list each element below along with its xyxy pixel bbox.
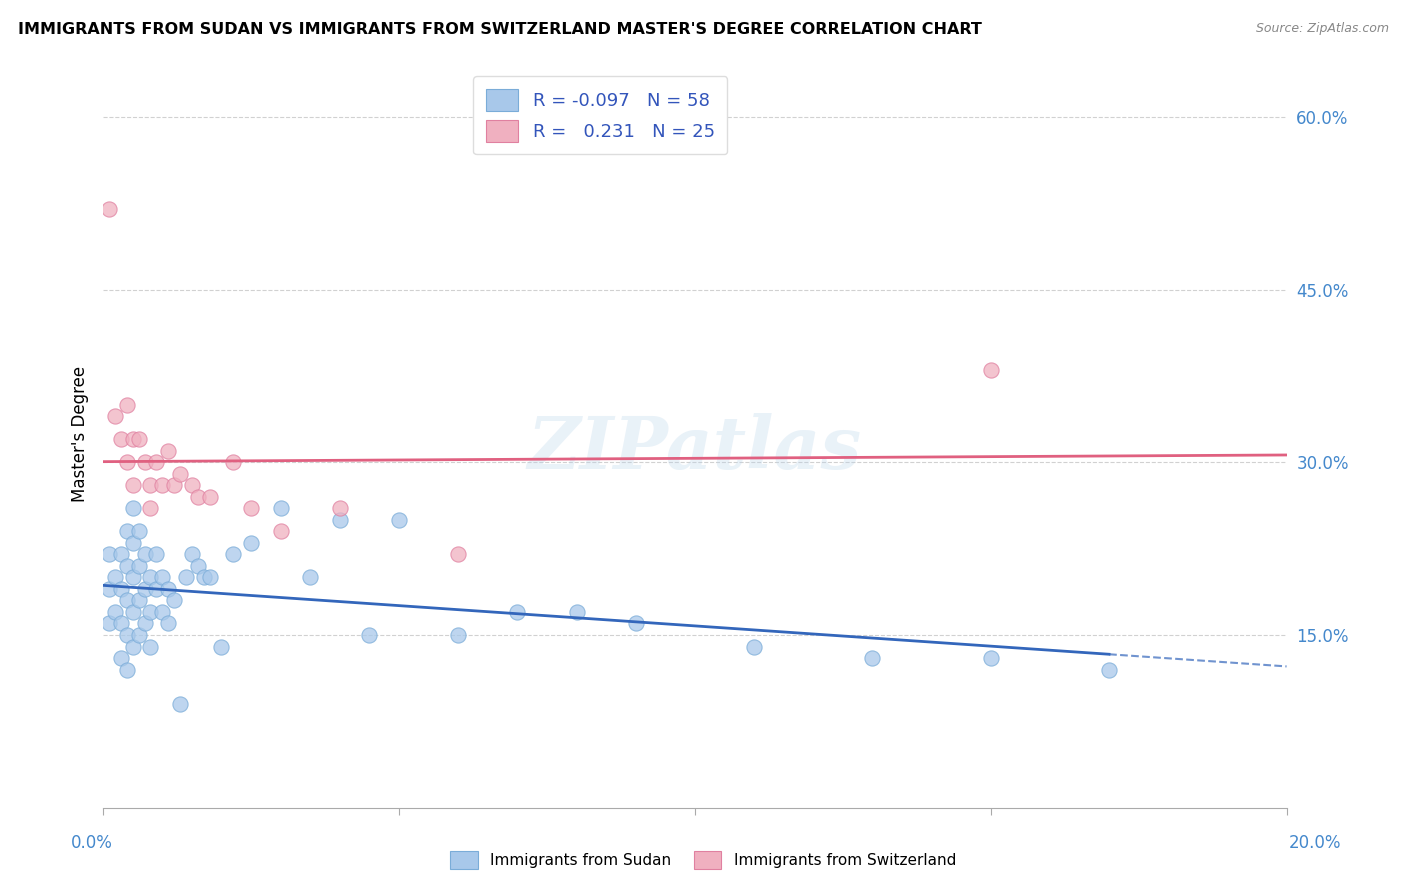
Point xyxy=(134,616,156,631)
Point xyxy=(121,478,143,492)
Point xyxy=(222,455,245,469)
Text: Source: ZipAtlas.com: Source: ZipAtlas.com xyxy=(1256,22,1389,36)
Point xyxy=(270,524,292,539)
Point xyxy=(139,640,162,654)
Point xyxy=(139,501,162,516)
Point xyxy=(134,548,156,562)
Point xyxy=(121,433,143,447)
Point xyxy=(163,593,186,607)
Point xyxy=(1098,663,1121,677)
Point xyxy=(115,455,138,469)
Text: ZIPatlas: ZIPatlas xyxy=(527,413,862,484)
Point xyxy=(150,605,173,619)
Point xyxy=(104,605,127,619)
Point xyxy=(121,501,143,516)
Point xyxy=(157,582,180,596)
Point xyxy=(187,558,209,573)
Point xyxy=(222,548,245,562)
Point xyxy=(121,570,143,584)
Point xyxy=(104,409,127,424)
Point xyxy=(128,558,150,573)
Point xyxy=(115,593,138,607)
Point xyxy=(240,536,263,550)
Point xyxy=(329,501,352,516)
Point xyxy=(115,628,138,642)
Point xyxy=(506,605,529,619)
Point xyxy=(110,433,132,447)
Point xyxy=(174,570,197,584)
Point xyxy=(134,582,156,596)
Point xyxy=(128,628,150,642)
Text: IMMIGRANTS FROM SUDAN VS IMMIGRANTS FROM SWITZERLAND MASTER'S DEGREE CORRELATION: IMMIGRANTS FROM SUDAN VS IMMIGRANTS FROM… xyxy=(18,22,983,37)
Point xyxy=(104,570,127,584)
Point xyxy=(157,443,180,458)
Point xyxy=(98,582,121,596)
Point xyxy=(134,455,156,469)
Point xyxy=(388,513,411,527)
Point xyxy=(169,697,191,711)
Point xyxy=(110,651,132,665)
Point xyxy=(121,536,143,550)
Point xyxy=(128,524,150,539)
Point xyxy=(110,548,132,562)
Point xyxy=(980,651,1002,665)
Point xyxy=(860,651,883,665)
Point xyxy=(157,616,180,631)
Point xyxy=(198,570,221,584)
Point xyxy=(121,640,143,654)
Point xyxy=(180,478,202,492)
Point xyxy=(139,570,162,584)
Point xyxy=(145,582,167,596)
Point xyxy=(139,478,162,492)
Point xyxy=(624,616,647,631)
Point xyxy=(198,490,221,504)
Point xyxy=(447,548,470,562)
Point xyxy=(115,524,138,539)
Point xyxy=(128,433,150,447)
Point xyxy=(163,478,186,492)
Point xyxy=(565,605,588,619)
Point xyxy=(359,628,381,642)
Text: 20.0%: 20.0% xyxy=(1288,834,1341,852)
Point xyxy=(98,548,121,562)
Point xyxy=(187,490,209,504)
Point xyxy=(145,455,167,469)
Point xyxy=(193,570,215,584)
Point xyxy=(742,640,765,654)
Point xyxy=(110,582,132,596)
Point xyxy=(128,593,150,607)
Point xyxy=(145,548,167,562)
Point xyxy=(329,513,352,527)
Point xyxy=(98,616,121,631)
Point xyxy=(115,398,138,412)
Point xyxy=(211,640,233,654)
Legend: Immigrants from Sudan, Immigrants from Switzerland: Immigrants from Sudan, Immigrants from S… xyxy=(444,845,962,875)
Point xyxy=(110,616,132,631)
Y-axis label: Master's Degree: Master's Degree xyxy=(72,366,89,501)
Point xyxy=(150,570,173,584)
Point xyxy=(180,548,202,562)
Point xyxy=(98,202,121,217)
Point xyxy=(240,501,263,516)
Point xyxy=(980,363,1002,377)
Point xyxy=(270,501,292,516)
Point xyxy=(115,663,138,677)
Point xyxy=(121,605,143,619)
Legend: R = -0.097   N = 58, R =   0.231   N = 25: R = -0.097 N = 58, R = 0.231 N = 25 xyxy=(472,76,727,154)
Point xyxy=(169,467,191,481)
Point xyxy=(447,628,470,642)
Point xyxy=(299,570,322,584)
Point xyxy=(150,478,173,492)
Point xyxy=(139,605,162,619)
Point xyxy=(115,558,138,573)
Text: 0.0%: 0.0% xyxy=(70,834,112,852)
